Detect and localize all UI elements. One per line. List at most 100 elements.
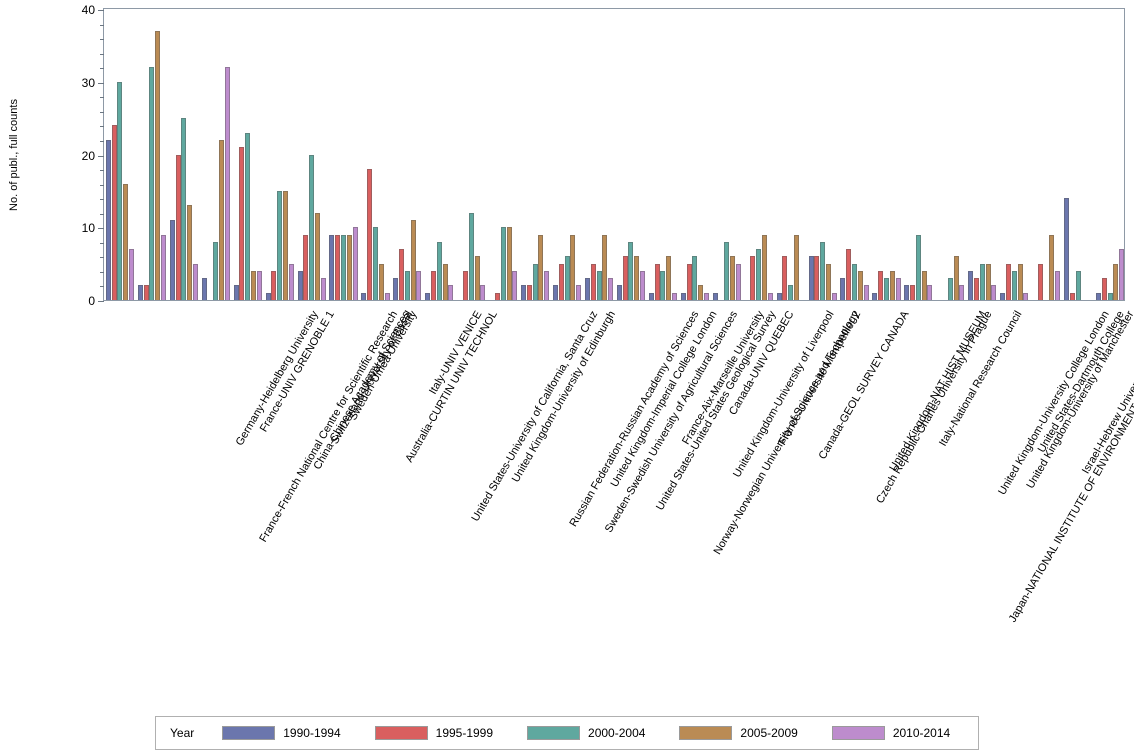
bar-group [775,9,807,300]
bar [852,263,858,300]
bar-group [615,9,647,300]
bar [660,270,666,300]
bar [1055,270,1061,300]
x-axis-category-label: France-French National Centre for Scient… [257,309,401,545]
bar [558,263,564,300]
bar [1107,292,1113,300]
bar [393,278,399,300]
bar [384,292,390,300]
bar [762,234,767,300]
bar [425,292,431,300]
bar-group [391,9,423,300]
legend-item[interactable]: 2000-2004 [527,726,645,740]
bar-group [487,9,519,300]
y-axis-tick-label: 30 [81,75,95,90]
bar [878,270,884,300]
bar [974,278,979,300]
bar [1017,263,1023,300]
x-axis-category-label: Italy-UNIV VENICE [427,309,486,397]
bar [921,270,927,300]
bar [288,263,294,300]
x-axis-category-label: United Kingdom-University College London [996,309,1113,498]
y-axis-tick-mark [98,10,104,11]
bar [654,263,660,300]
bar [1005,263,1011,300]
bar-group [455,9,487,300]
bar [442,263,448,300]
legend-items: 1990-1994 1995-1999 2000-2004 2005-2009 2010… [222,726,984,740]
x-axis-labels: France-French National Centre for Scient… [0,301,1134,631]
bar-group [168,9,200,300]
bar-group [1062,9,1094,300]
bar-group [966,9,998,300]
x-axis-category-label: United States-University of California, … [468,309,600,524]
bar [596,270,602,300]
bar-group [296,9,328,300]
bar-group [232,9,264,300]
bar [820,241,826,300]
bar [1049,234,1055,300]
bar [532,263,538,300]
y-axis-title: No. of publ., full counts [4,40,24,270]
bar [1101,278,1107,300]
y-axis-minor-tick-mark [100,126,104,128]
bar [265,292,271,300]
x-axis-category-label: China-Chinese Academy of Sciences [311,309,413,472]
x-axis-category-label: Canada-GEOL SURVEY CANADA [816,309,912,462]
bar [463,270,468,300]
legend-label: 1990-1994 [283,726,341,740]
bar [256,270,262,300]
y-axis-tick-mark [98,228,104,230]
y-axis-minor-tick-mark [100,24,104,26]
bar [404,270,410,300]
bar [680,292,686,300]
bar [341,234,347,300]
bar [889,270,895,300]
y-axis-tick-label: 10 [81,221,95,236]
bar [320,278,326,300]
y-axis-minor-tick-mark [100,286,104,288]
bar [137,285,143,300]
bar [840,278,846,300]
bar [991,285,997,300]
bar-group [264,9,296,300]
bar [378,263,384,300]
bar [602,234,608,300]
bar [730,256,736,300]
x-axis-category-label: Germany-Heidelberg University [233,309,321,448]
x-axis-category-label: United States-United States Geological S… [654,309,779,513]
legend-item[interactable]: 1995-1999 [374,726,493,740]
bar [474,256,480,300]
bar [431,270,437,300]
x-axis-category-label: Switzerland-University of Basel [328,309,415,447]
bar [831,292,837,300]
x-axis-category-label: Australia-CURTIN UNIV TECHNOL [402,309,500,465]
bar [538,234,544,300]
bar [953,256,959,300]
plot-area: 0 10 20 30 40 [82,4,1125,307]
chart-legend: Year 1990-1994 1995-1999 2000-2004 2005-200… [155,716,979,750]
bar [750,256,756,300]
bar [346,234,352,300]
bar [169,219,175,300]
bar [494,292,500,300]
bar [410,219,416,300]
y-axis-tick-label: 20 [81,148,95,163]
bar [105,139,111,300]
legend-item[interactable]: 1990-1994 [222,726,341,740]
bar [1075,270,1081,300]
bar [329,234,335,300]
bar [544,270,550,300]
bar-group [902,9,934,300]
x-axis-category-label: Norway-Norwegian University of Science a… [711,309,862,557]
legend-item[interactable]: 2005-2009 [679,726,798,740]
bar [947,278,953,300]
bar [181,118,187,300]
y-axis-tick-label: 40 [81,3,95,17]
legend-item[interactable]: 2010-2014 [831,726,950,740]
bar [793,234,799,300]
bar-group [519,9,551,300]
bar [640,270,646,300]
bar [192,263,198,300]
bar [904,285,910,300]
